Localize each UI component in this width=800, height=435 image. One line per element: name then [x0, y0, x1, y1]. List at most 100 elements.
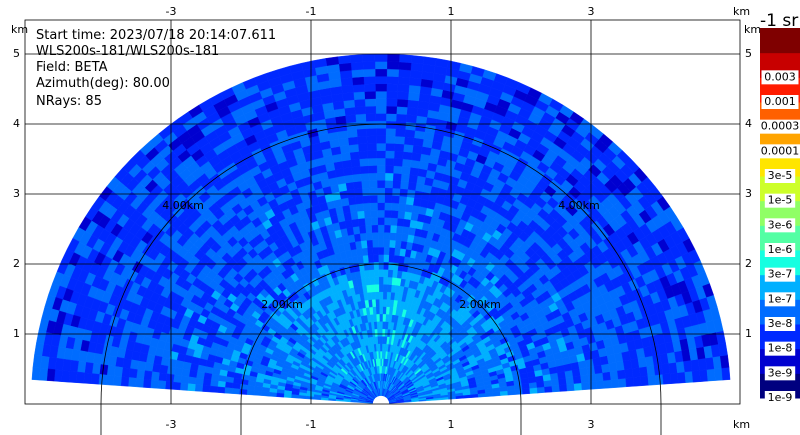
sector-cell: [397, 83, 410, 93]
sector-cell: [401, 158, 412, 168]
sector-cell: [386, 61, 400, 70]
sector-cell: [610, 378, 620, 389]
sector-cell: [387, 261, 394, 271]
range-ring-label: 4.00km: [162, 199, 204, 212]
sector-cell: [283, 393, 292, 398]
sector-cell: [383, 217, 392, 226]
sector-cell: [370, 217, 379, 226]
sector-cell: [165, 373, 175, 383]
sector-cell: [370, 202, 378, 211]
colorbar-level-label: 1e-5: [768, 194, 793, 207]
sector-cell: [356, 210, 365, 220]
sector-cell: [403, 211, 412, 220]
sector-cell: [346, 189, 356, 198]
sector-cell: [151, 363, 161, 373]
sector-cell: [128, 368, 138, 379]
sector-cell: [405, 196, 415, 206]
sector-cell: [290, 394, 300, 399]
x-tick-label: 1: [448, 5, 455, 18]
axis-unit-label: km: [733, 418, 750, 431]
sector-cell: [173, 367, 183, 377]
sector-cell: [395, 232, 403, 242]
sector-cell: [353, 180, 363, 190]
axis-unit-label: km: [11, 23, 28, 36]
sector-cell: [32, 354, 43, 369]
sector-cell: [338, 62, 352, 72]
start-time-label: Start time: 2023/07/18 20:14:07.611: [36, 28, 276, 43]
sector-cell: [536, 386, 546, 394]
sector-cell: [609, 370, 619, 380]
sector-cell: [268, 391, 277, 397]
sector-cell: [408, 77, 422, 87]
sector-cell: [84, 362, 94, 374]
sector-cell: [356, 128, 368, 137]
x-tick-label: 3: [588, 418, 595, 431]
sector-cell: [558, 384, 568, 392]
colorbar-level-label: 3e-8: [768, 317, 793, 330]
sector-cell: [368, 172, 378, 181]
sector-cell: [376, 157, 386, 166]
sector-cell: [68, 370, 78, 383]
sector-cell: [378, 261, 384, 270]
sector-cell: [587, 373, 597, 383]
sector-cell: [135, 377, 144, 388]
sector-cell: [409, 166, 420, 176]
axis-unit-label: km: [733, 5, 750, 18]
sector-cell: [353, 98, 366, 108]
sector-cell: [376, 142, 386, 151]
sector-cell: [172, 374, 182, 384]
sector-cell: [210, 373, 220, 382]
sector-cell: [408, 174, 418, 184]
sector-cell: [209, 385, 218, 393]
sector-cell: [345, 181, 355, 191]
sector-cell: [385, 113, 397, 122]
sector-cell: [384, 165, 394, 174]
sector-cell: [377, 246, 385, 255]
sector-cell: [617, 369, 626, 380]
sector-cell: [261, 391, 270, 397]
colorbar-level-label: 3e-7: [768, 268, 793, 281]
sector-cell: [142, 378, 152, 389]
sector-cell: [366, 142, 377, 152]
sector-cell: [83, 372, 93, 384]
sector-cell: [396, 91, 409, 100]
sector-cell: [164, 381, 174, 390]
sector-cell: [351, 69, 364, 78]
sector-cell: [371, 224, 379, 233]
sector-cell: [618, 377, 627, 388]
sector-cell: [377, 194, 385, 203]
sector-cell: [379, 306, 383, 315]
sector-cell: [368, 261, 375, 271]
sector-cell: [342, 166, 353, 176]
sector-cell: [350, 158, 361, 168]
sector-cell: [340, 77, 354, 87]
range-ring-label: 4.00km: [558, 199, 600, 212]
sector-cell: [404, 203, 414, 213]
sector-cell: [382, 276, 388, 285]
sector-cell: [339, 144, 350, 154]
sector-cell: [384, 202, 392, 211]
sector-cell: [391, 277, 397, 286]
sector-cell: [381, 328, 386, 337]
sector-cell: [364, 90, 376, 100]
colorbar-level-label: 0.0001: [761, 144, 800, 157]
sector-cell: [374, 61, 388, 70]
colorbar-level-label: 3e-6: [768, 218, 793, 231]
sector-cell: [337, 130, 349, 140]
sector-cell: [662, 373, 672, 385]
sector-cell: [202, 378, 212, 387]
sector-cell: [572, 375, 582, 384]
sector-cell: [350, 61, 364, 71]
range-ring-label: 2.00km: [261, 298, 303, 311]
sector-cell: [398, 195, 408, 205]
sector-cell: [401, 166, 411, 175]
sector-cell: [372, 254, 379, 263]
sector-cell: [374, 291, 380, 300]
azimuth-label: Azimuth(deg): 80.00: [36, 76, 170, 91]
sector-cell: [410, 55, 425, 65]
sector-cell: [378, 276, 384, 285]
sector-cell: [385, 135, 396, 144]
sector-cell: [721, 367, 731, 381]
sector-cell: [354, 188, 363, 197]
sector-cell: [325, 56, 340, 66]
